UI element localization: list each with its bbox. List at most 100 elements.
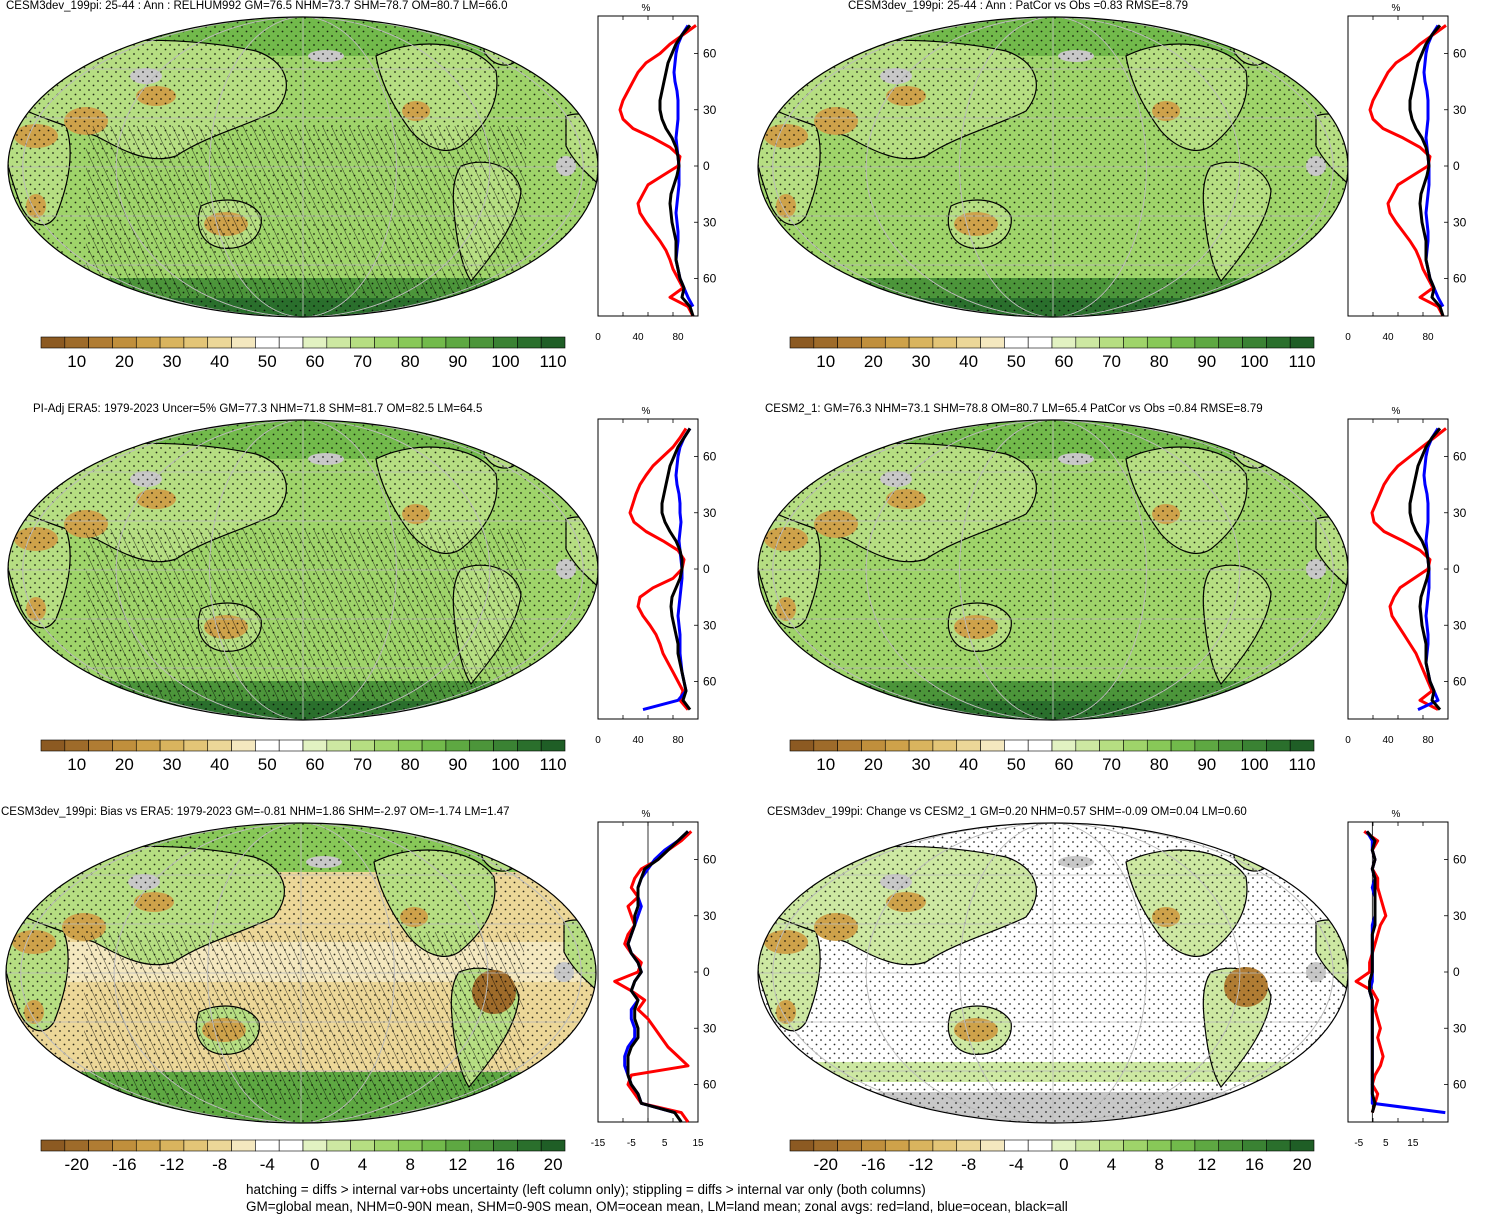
colorbar-label: 20: [1293, 1155, 1312, 1174]
colorbar-label: 40: [959, 352, 978, 371]
lat-tick-label: 0: [1453, 562, 1460, 576]
lat-tick-label: 0: [1453, 965, 1460, 979]
colorbar-label: 10: [816, 755, 835, 774]
panel-title: CESM3dev_199pi: Bias vs ERA5: 1979-2023 …: [1, 806, 510, 818]
zonal-frame: [1347, 418, 1449, 720]
colorbar-label: 90: [1197, 755, 1216, 774]
colorbar-swatch: [255, 739, 280, 752]
colorbar-label: -12: [160, 1155, 185, 1174]
colorbar-swatch: [421, 1139, 447, 1152]
lat-tick-label: 30N: [1453, 103, 1466, 117]
graticule: [6, 823, 596, 1123]
footer-line-1: hatching = diffs > internal var+obs unce…: [246, 1182, 926, 1197]
colorbar-swatch: [1146, 1139, 1172, 1152]
colorbar-label: 110: [540, 755, 567, 774]
colorbar-swatch: [397, 739, 423, 752]
colorbar-swatch: [1266, 739, 1291, 752]
colorbar-swatch: [159, 739, 185, 752]
zonal-frame: [1347, 15, 1449, 317]
colorbar-swatch: [112, 336, 137, 349]
graticule: [758, 420, 1348, 720]
colorbar-label: 100: [491, 755, 519, 774]
colorbar-swatch: [932, 1139, 958, 1152]
colorbar-label: 50: [258, 352, 277, 371]
colorbar-label: 70: [1102, 755, 1121, 774]
hatching: [84, 932, 524, 1102]
colorbar-swatch: [1289, 1139, 1315, 1152]
colorbar-label: 90: [1197, 352, 1216, 371]
colorbar-swatch: [884, 739, 910, 752]
colorbar-swatch: [374, 739, 399, 752]
colorbar-swatch: [1027, 1139, 1053, 1152]
colorbar-swatch: [302, 336, 328, 349]
colorbar-swatch: [445, 739, 471, 752]
colorbar-swatch: [540, 1139, 566, 1152]
colorbar-swatch: [908, 336, 934, 349]
zonal-average-plot: % 60N 30N 0 30S 60S -15 -5 5 15: [591, 809, 716, 1149]
robinson-map: [757, 16, 1349, 318]
x-tick-label: 5: [1383, 1138, 1389, 1149]
colorbar-swatch: [207, 739, 232, 752]
colorbar-swatch: [326, 336, 351, 349]
zonal-unit: %: [1392, 809, 1401, 820]
colorbar-swatch: [469, 336, 494, 349]
colorbar-swatch: [837, 739, 862, 752]
colorbar-label: 4: [358, 1155, 367, 1174]
colorbar-swatch: [278, 336, 304, 349]
colorbar-swatch: [135, 739, 161, 752]
colorbar-swatch: [183, 1139, 209, 1152]
colorbar-label: 110: [1289, 755, 1316, 774]
colorbar-label: 50: [1007, 755, 1026, 774]
colorbar-swatch: [789, 739, 815, 752]
colorbar-label: 100: [1240, 352, 1268, 371]
colorbar-label: 16: [1245, 1155, 1264, 1174]
lat-tick-label: 30N: [703, 103, 716, 117]
colorbar-swatch: [956, 336, 981, 349]
colorbar-label: 40: [210, 352, 229, 371]
colorbar-swatch: [1146, 739, 1172, 752]
x-tick-label: 0: [1345, 735, 1351, 746]
colorbar-label: 50: [258, 755, 277, 774]
land-line: [613, 830, 693, 1123]
x-tick-label: 40: [1382, 332, 1394, 343]
colorbar-label: 60: [305, 352, 324, 371]
x-tick-label: 40: [1382, 735, 1394, 746]
graticule: [758, 17, 1348, 317]
colorbar-swatch: [1075, 336, 1100, 349]
lat-tick-label: 60S: [703, 1078, 716, 1092]
colorbar-swatch: [1027, 739, 1053, 752]
x-tick-label: 5: [662, 1138, 668, 1149]
zonal-average-plot: % 60N 30N 0 30S 60S -5 5 15: [1347, 809, 1466, 1149]
colorbar-swatch: [374, 1139, 399, 1152]
colorbar-swatch: [231, 1139, 256, 1152]
colorbar-swatch: [837, 1139, 862, 1152]
colorbar-swatch: [374, 336, 399, 349]
colorbar-swatch: [135, 336, 161, 349]
lat-tick-label: 0: [703, 159, 710, 173]
colorbar-label: 20: [115, 755, 134, 774]
x-tick-label: 40: [632, 735, 644, 746]
colorbar-label: 90: [448, 755, 467, 774]
map-outline: [5, 822, 597, 1124]
colorbar-swatch: [884, 336, 910, 349]
colorbar-label: 10: [816, 352, 835, 371]
colorbar-label: 70: [353, 352, 372, 371]
zonal-unit: %: [642, 809, 651, 820]
lat-tick-label: 30S: [1453, 1021, 1466, 1035]
lat-tick-label: 30S: [703, 215, 716, 229]
land-line: [1368, 24, 1447, 317]
colorbar-swatch: [40, 1139, 66, 1152]
colorbar-label: 110: [1289, 352, 1316, 371]
colorbar-label: 80: [401, 755, 420, 774]
x-tick-label: 0: [1345, 332, 1351, 343]
colorbar-swatch: [1004, 336, 1029, 349]
lat-tick-label: 60S: [1453, 1078, 1466, 1092]
colorbar-swatch: [1004, 1139, 1029, 1152]
colorbar-swatch: [397, 336, 423, 349]
zonal-unit: %: [1392, 406, 1401, 417]
colorbar-swatch: [932, 336, 958, 349]
lat-tick-label: 0: [1453, 159, 1460, 173]
colorbar-swatch: [1218, 739, 1243, 752]
colorbar-label: 30: [163, 755, 182, 774]
colorbar-swatch: [445, 336, 471, 349]
